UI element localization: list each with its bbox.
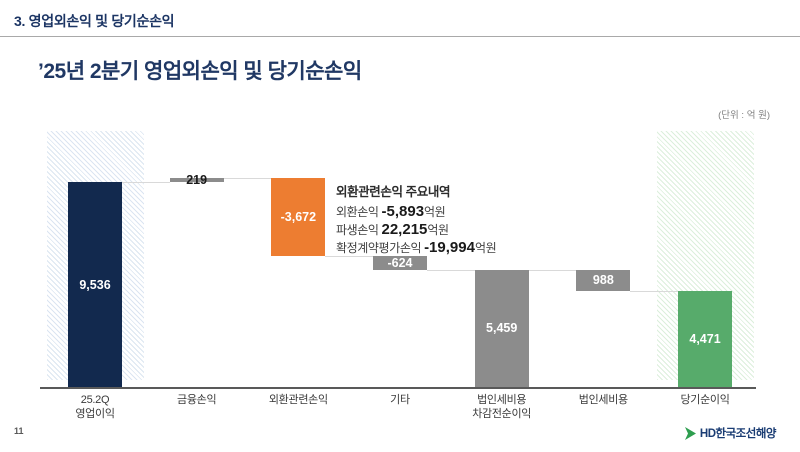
annotation-title: 외환관련손익 주요내역 [336,185,451,199]
bar-value-net-income: 4,471 [689,332,721,347]
page-number: 11 [14,426,24,436]
bar-pretax-income [474,269,529,387]
bar-value-pretax-income: 5,459 [486,321,518,336]
connector-5 [630,291,678,293]
connector-2 [325,256,373,258]
bar-fx-related-income [271,177,326,257]
connector-4 [528,269,577,271]
bar-25.2Q-operating-profit [68,182,122,387]
connector-3 [427,269,475,271]
connector-1 [223,177,272,179]
slide-section-header: 3. 영업외손익 및 당기순손익 [14,13,175,29]
category-label-income-tax-expense: 법인세비용 [578,394,628,406]
bar-financial-income [169,177,224,183]
bar-net-income [678,291,733,387]
company-logo: HD한국조선해양 [684,425,777,441]
bar-value-25.2Q-operating-profit: 9,536 [79,277,111,292]
header-divider [0,36,800,37]
category-label-other: 기타 [390,394,410,406]
bar-income-tax-expense [576,269,631,292]
page-title: ’25년 2분기 영업외손익 및 당기순손익 [38,60,362,83]
category-label-net-income: 당기순이익 [680,394,730,406]
category-label-25.2Q-operating-profit: 25.2Q 영업이익 [75,394,115,420]
category-label-financial-income: 금융손익 [177,394,217,406]
bar-other [373,256,427,270]
connector-0 [122,182,170,184]
annotation-item-2: 확정계약평가손익 -19,994억원 [336,239,497,256]
logo-text: HD한국조선해양 [699,428,777,440]
unit-label: (단위 : 억 원) [718,110,770,121]
logo-arrow-icon [684,426,696,440]
category-label-fx-related-income: 외환관련손익 [268,394,328,406]
bar-value-financial-income: 219 [186,173,208,188]
bar-value-income-tax-expense: 988 [592,273,614,288]
fx-detail-annotation: 외환관련손익 주요내역 외환손익 -5,893억원 파생손익 22,215억원 확정… [336,181,586,257]
waterfall-chart: 9,536 25.2Q 영업이익 219 금융손익 -3,672 외환관련손익 -624 기타 5… [40,125,756,420]
annotation-item-0: 외환손익 -5,893억원 [336,203,446,220]
bar-value-other: -624 [387,256,413,271]
annotation-item-1: 파생손익 22,215억원 [336,221,449,238]
annotation-lines: 외환손익 -5,893억원 파생손익 22,215억원 확정계약평가손익 -19,9… [336,203,586,257]
category-label-pretax-income: 법인세비용 차감전순이익 [472,394,532,420]
bar-value-fx-related-income: -3,672 [280,210,317,225]
